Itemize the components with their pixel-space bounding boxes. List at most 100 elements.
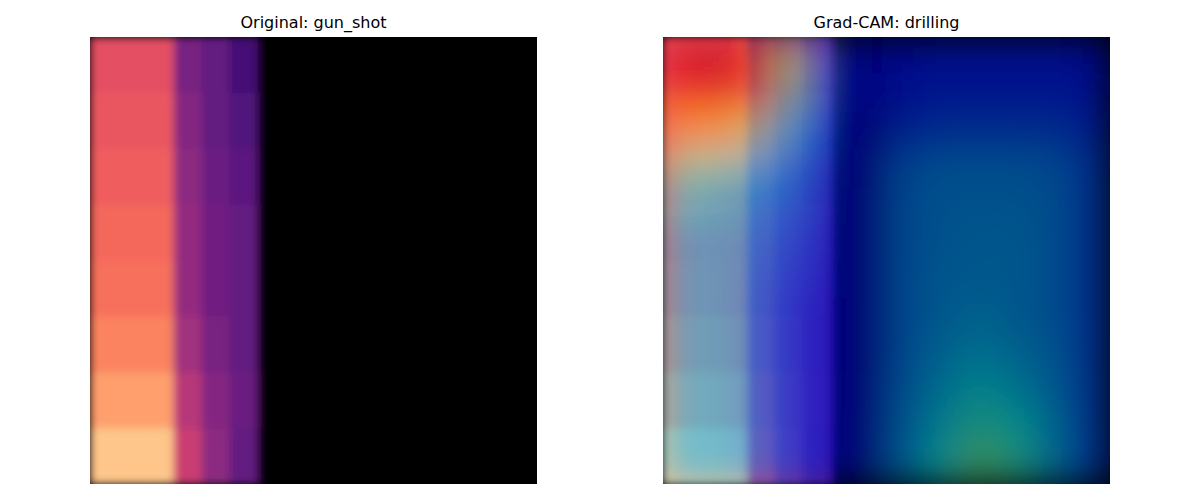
heatmap-cell	[812, 335, 850, 373]
heatmap-cell	[887, 223, 925, 261]
heatmap-cell	[314, 428, 343, 484]
heatmap-cell	[700, 149, 738, 187]
heatmap-cell	[425, 149, 454, 205]
heatmap-cell	[924, 261, 962, 299]
heatmap-cell	[961, 410, 999, 448]
heatmap-cell	[998, 112, 1036, 150]
heatmap-cell	[146, 428, 175, 484]
heatmap-cell	[961, 447, 999, 484]
panel-title: Original: gun_shot	[240, 13, 386, 33]
heatmap-cell	[812, 186, 850, 224]
heatmap-cell	[700, 410, 738, 448]
heatmap-cell	[738, 74, 776, 112]
heatmap-cell	[775, 223, 813, 261]
heatmap-cell	[146, 37, 175, 93]
heatmap-cell	[775, 335, 813, 373]
heatmap-cell	[509, 261, 537, 317]
heatmap-cell	[887, 447, 925, 484]
heatmap-cell	[1036, 298, 1074, 336]
heatmap-cell	[924, 149, 962, 187]
heatmap-cell	[202, 261, 231, 317]
heatmap-cell	[1036, 186, 1074, 224]
heatmap-cell	[738, 372, 776, 410]
heatmap-cell	[230, 372, 259, 428]
heatmap-cell	[1073, 261, 1110, 299]
heatmap-cell	[849, 149, 887, 187]
heatmap-cell	[425, 261, 454, 317]
heatmap-cell	[961, 261, 999, 299]
heatmap-cell	[1073, 112, 1110, 150]
heatmap-cell	[738, 261, 776, 299]
heatmap-cell	[341, 428, 370, 484]
heatmap-cell	[961, 335, 999, 373]
heatmap-cell	[924, 335, 962, 373]
heatmap-cell	[509, 149, 537, 205]
image-ground	[663, 37, 1110, 484]
heatmap-cell	[397, 37, 426, 93]
heatmap-cell	[849, 447, 887, 484]
heatmap-cell	[663, 223, 701, 261]
heatmap-cell	[1036, 410, 1074, 448]
heatmap-cell	[887, 410, 925, 448]
heatmap-cell	[369, 372, 398, 428]
image-ground	[90, 37, 537, 484]
panel-image	[90, 37, 537, 484]
heatmap-cell	[849, 261, 887, 299]
heatmap-cell	[481, 149, 510, 205]
heatmap-cell	[700, 37, 738, 75]
heatmap-cell	[812, 149, 850, 187]
heatmap-cell	[887, 261, 925, 299]
heatmap-cell	[1073, 298, 1110, 336]
heatmap-cell	[90, 261, 119, 317]
heatmap-cell	[202, 93, 231, 149]
heatmap-cell	[174, 149, 203, 205]
heatmap-cell	[425, 93, 454, 149]
heatmap-cell	[90, 93, 119, 149]
heatmap-layer	[663, 37, 1110, 484]
heatmap-cell	[202, 149, 231, 205]
heatmap-cell	[230, 205, 259, 261]
heatmap-cell	[849, 410, 887, 448]
heatmap-cell	[314, 205, 343, 261]
heatmap-cell	[118, 261, 147, 317]
heatmap-cell	[258, 372, 287, 428]
heatmap-cell	[961, 372, 999, 410]
heatmap-cell	[341, 149, 370, 205]
heatmap-cell	[397, 261, 426, 317]
heatmap-cell	[663, 186, 701, 224]
heatmap-layer	[90, 37, 537, 484]
heatmap-cell	[663, 410, 701, 448]
heatmap-cell	[481, 372, 510, 428]
heatmap-cell	[146, 372, 175, 428]
heatmap-cell	[775, 261, 813, 299]
heatmap-cell	[90, 316, 119, 372]
heatmap-cell	[887, 74, 925, 112]
heatmap-cell	[481, 37, 510, 93]
heatmap-cell	[230, 93, 259, 149]
heatmap-cell	[341, 261, 370, 317]
heatmap-cell	[202, 316, 231, 372]
heatmap-cell	[700, 447, 738, 484]
heatmap-cell	[1073, 149, 1110, 187]
heatmap-cell	[849, 335, 887, 373]
heatmap-cell	[314, 261, 343, 317]
heatmap-cell	[812, 447, 850, 484]
heatmap-cell	[146, 261, 175, 317]
heatmap-cell	[1036, 372, 1074, 410]
heatmap-cell	[174, 261, 203, 317]
heatmap-cell	[1036, 223, 1074, 261]
heatmap-cell	[453, 316, 482, 372]
heatmap-cell	[700, 186, 738, 224]
heatmap-cell	[738, 112, 776, 150]
heatmap-cell	[453, 428, 482, 484]
heatmap-cell	[230, 261, 259, 317]
heatmap-cell	[887, 186, 925, 224]
heatmap-cell	[453, 205, 482, 261]
heatmap-cell	[849, 37, 887, 75]
heatmap-cell	[314, 93, 343, 149]
heatmap-cell	[286, 37, 315, 93]
heatmap-cell	[998, 410, 1036, 448]
panel-title: Grad-CAM: drilling	[814, 13, 960, 32]
heatmap-cell	[887, 335, 925, 373]
heatmap-cell	[202, 428, 231, 484]
